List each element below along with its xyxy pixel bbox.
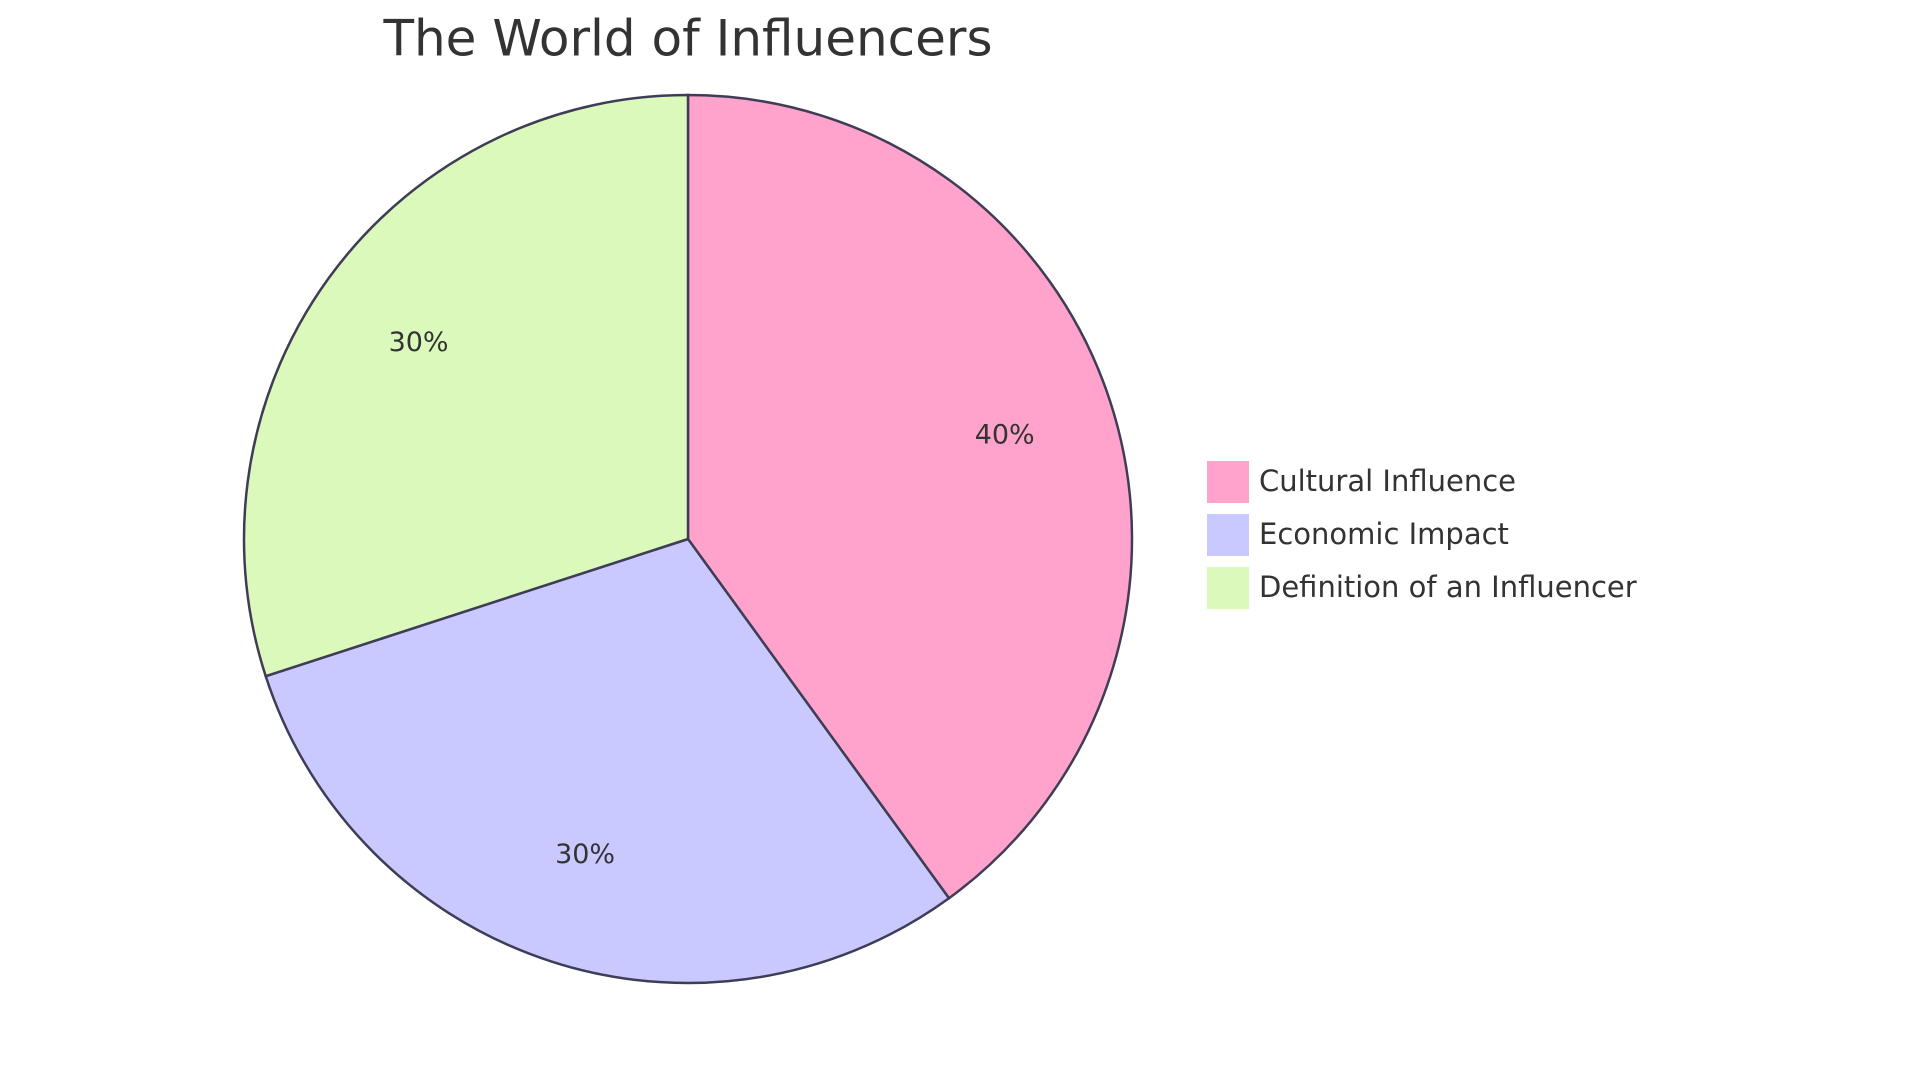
legend-label: Cultural Influence	[1259, 464, 1516, 498]
slice-label: 40%	[975, 420, 1035, 451]
pie-slice	[264, 537, 951, 985]
pie-slice	[686, 93, 1134, 900]
chart-title: The World of Influencers	[382, 10, 992, 68]
legend-swatch	[1205, 512, 1251, 558]
legend-label: Definition of an Influencer	[1259, 570, 1637, 604]
pie-slice	[242, 93, 690, 678]
slice-label: 30%	[555, 839, 615, 870]
legend-label: Economic Impact	[1259, 517, 1509, 551]
legend-swatch	[1205, 459, 1251, 505]
slice-label: 30%	[389, 327, 449, 358]
legend-swatch	[1205, 565, 1251, 611]
